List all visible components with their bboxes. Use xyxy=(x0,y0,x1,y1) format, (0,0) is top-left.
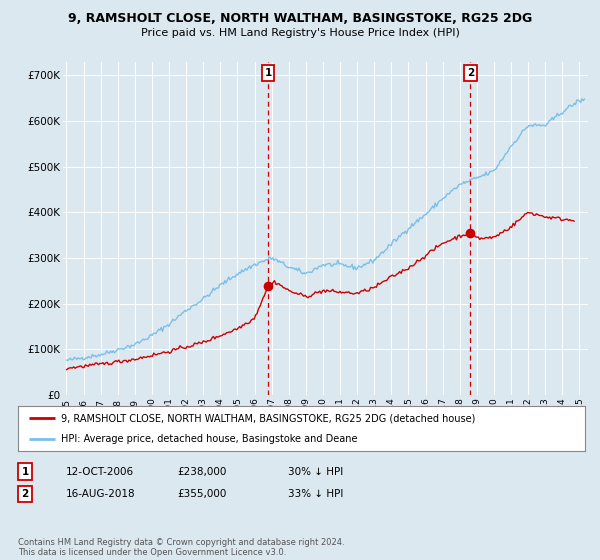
Text: 12-OCT-2006: 12-OCT-2006 xyxy=(66,466,134,477)
Text: 9, RAMSHOLT CLOSE, NORTH WALTHAM, BASINGSTOKE, RG25 2DG (detached house): 9, RAMSHOLT CLOSE, NORTH WALTHAM, BASING… xyxy=(61,413,475,423)
Text: 1: 1 xyxy=(22,466,29,477)
Text: £238,000: £238,000 xyxy=(177,466,226,477)
Text: £355,000: £355,000 xyxy=(177,489,226,499)
Text: 2: 2 xyxy=(467,68,474,78)
Text: Contains HM Land Registry data © Crown copyright and database right 2024.
This d: Contains HM Land Registry data © Crown c… xyxy=(18,538,344,557)
Text: 33% ↓ HPI: 33% ↓ HPI xyxy=(288,489,343,499)
Text: 30% ↓ HPI: 30% ↓ HPI xyxy=(288,466,343,477)
Text: Price paid vs. HM Land Registry's House Price Index (HPI): Price paid vs. HM Land Registry's House … xyxy=(140,28,460,38)
Text: 1: 1 xyxy=(265,68,272,78)
Text: 2: 2 xyxy=(22,489,29,499)
Text: HPI: Average price, detached house, Basingstoke and Deane: HPI: Average price, detached house, Basi… xyxy=(61,433,357,444)
Text: 16-AUG-2018: 16-AUG-2018 xyxy=(66,489,136,499)
Text: 9, RAMSHOLT CLOSE, NORTH WALTHAM, BASINGSTOKE, RG25 2DG: 9, RAMSHOLT CLOSE, NORTH WALTHAM, BASING… xyxy=(68,12,532,25)
